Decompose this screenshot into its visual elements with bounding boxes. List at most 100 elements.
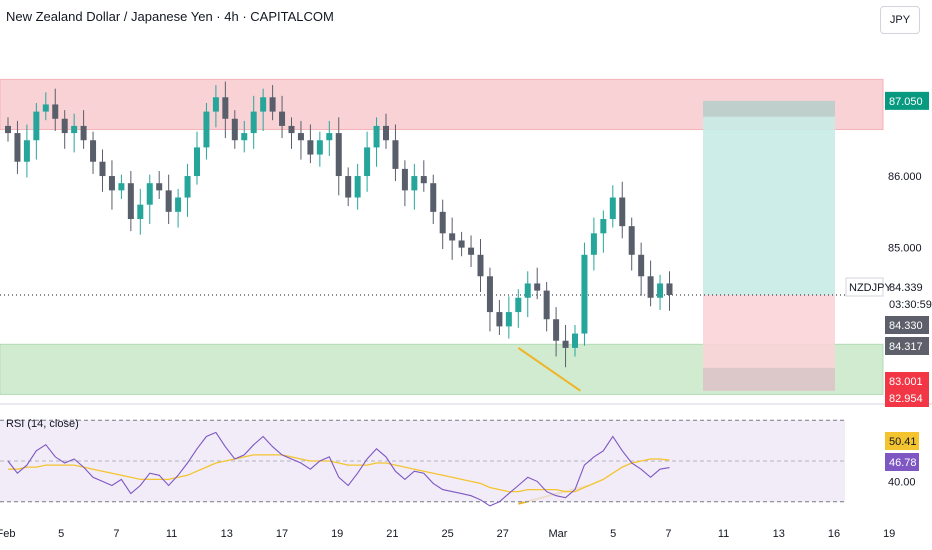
- candle-body: [619, 197, 626, 227]
- position-stop-area: [703, 294, 835, 391]
- time-axis-tick: Mar: [549, 528, 568, 540]
- candle-body: [14, 133, 21, 162]
- price-tag-gray: 84.317: [885, 337, 929, 355]
- candle-body: [486, 276, 493, 313]
- candle-body: [647, 276, 654, 298]
- candle-body: [468, 247, 475, 255]
- zones-layer: [0, 78, 884, 395]
- price-tag-target-text: 87.050: [889, 96, 923, 108]
- rsi-value-tag-0-bg: [885, 432, 919, 450]
- candle-body: [364, 147, 371, 177]
- candle-body: [401, 168, 408, 191]
- time-axis-tick: 13: [221, 528, 233, 540]
- time-axis-tick: 25: [441, 528, 453, 540]
- price-tag-gray-text: 84.317: [889, 341, 923, 353]
- candle-body: [156, 183, 163, 191]
- candle-body: [260, 97, 267, 112]
- rsi-value-tag-1: 46.78: [885, 453, 919, 471]
- candle-body: [335, 133, 342, 177]
- time-axis-tick: Feb: [0, 528, 15, 540]
- candle-body: [572, 333, 578, 348]
- candle-body: [52, 104, 59, 119]
- candle-body: [628, 226, 635, 255]
- price-tag-last: 84.339: [885, 278, 929, 296]
- time-axis-tick: 21: [386, 528, 398, 540]
- time-axis-tick: 7: [665, 528, 671, 540]
- price-tag-countdown-bg: [885, 295, 929, 313]
- candle-body: [71, 125, 78, 134]
- candle-body: [61, 118, 68, 134]
- candle-body: [23, 140, 30, 162]
- candle-body: [288, 125, 295, 134]
- price-tag-stop-bg: [885, 372, 929, 390]
- candle-body: [194, 147, 200, 177]
- candle-body: [383, 125, 389, 141]
- candle-body: [5, 125, 11, 134]
- candle-body: [609, 197, 616, 219]
- price-tag-gray-bg: [885, 337, 929, 355]
- candle-body: [638, 254, 645, 277]
- divergence-line-price: [517, 347, 582, 392]
- candle-body: [241, 133, 248, 141]
- candle-body: [534, 283, 541, 291]
- currency-button[interactable]: JPY: [880, 6, 920, 34]
- candle-body: [184, 176, 191, 198]
- price-tag-stop_low: 82.954: [885, 389, 929, 407]
- time-axis-tick: 17: [276, 528, 288, 540]
- candle-body: [524, 283, 531, 298]
- candle-body: [146, 183, 153, 205]
- position-target-area: [703, 100, 835, 295]
- position-target-shade: [703, 100, 835, 117]
- rsi-axis-tick: 40.00: [888, 476, 916, 488]
- price-axis-tick: 86.000: [888, 171, 922, 183]
- candle-body: [477, 254, 484, 277]
- candle-body: [411, 176, 418, 191]
- time-axis-tick: 11: [166, 528, 177, 540]
- time-axis-tick: 7: [113, 528, 119, 540]
- candle-body: [212, 97, 219, 112]
- candle-body: [590, 233, 597, 255]
- candle-body: [449, 233, 456, 241]
- candle-body: [108, 176, 115, 191]
- candle-body: [137, 204, 144, 219]
- rsi-value-tag-0: 50.41: [885, 432, 919, 450]
- candle-body: [127, 183, 134, 219]
- candle-body: [657, 283, 664, 298]
- time-axis-tick: 19: [883, 528, 895, 540]
- time-axis-tick: 5: [58, 528, 64, 540]
- candle-body: [250, 111, 257, 134]
- candle-body: [345, 176, 352, 198]
- candle-body: [420, 176, 427, 184]
- chart-title: New Zealand Dollar / Japanese Yen · 4h ·…: [6, 9, 334, 24]
- candle-body: [175, 197, 182, 212]
- candle-body: [600, 219, 607, 234]
- price-tag-stop-text: 83.001: [889, 376, 923, 388]
- candle-body: [118, 183, 125, 191]
- price-tag-countdown: 03:30:59: [885, 295, 932, 313]
- price-tag-countdown-text: 03:30:59: [889, 299, 932, 311]
- candle-body: [543, 290, 550, 320]
- candle-body: [80, 125, 87, 141]
- candle-body: [666, 283, 673, 295]
- symbol-tag-text: NZDJPY: [849, 282, 892, 294]
- candle-body: [373, 125, 380, 148]
- candle-body: [42, 104, 49, 112]
- rsi-value-tag-1-text: 46.78: [889, 457, 917, 469]
- candle-body: [231, 118, 238, 141]
- symbol-tag: NZDJPY: [845, 277, 892, 297]
- rsi-value-tag-1-bg: [885, 453, 919, 471]
- candle-body: [354, 176, 361, 198]
- time-axis-tick: 19: [331, 528, 343, 540]
- candle-body: [326, 133, 333, 141]
- candle-body: [165, 190, 172, 212]
- position-stop-shade: [703, 367, 835, 391]
- time-axis-tick: 11: [718, 528, 729, 540]
- candles-layer: [5, 81, 673, 368]
- candle-body: [297, 133, 304, 141]
- price-tag-last-text: 84.339: [889, 282, 923, 294]
- candle-body: [496, 312, 503, 327]
- candle-body: [99, 161, 106, 177]
- candle-body: [458, 240, 465, 248]
- price-tag-stop: 83.001: [885, 372, 929, 390]
